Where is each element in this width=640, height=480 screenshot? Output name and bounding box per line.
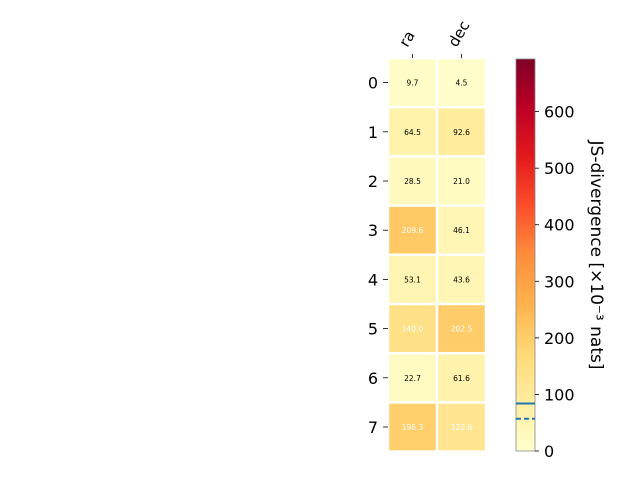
column-label-ra: ra bbox=[395, 28, 418, 50]
row-label-3: 3 bbox=[368, 221, 378, 240]
cell-value-label: 28.5 bbox=[404, 177, 421, 186]
heatmap-cell-dec-7 bbox=[438, 403, 485, 451]
heatmap-cell-ra-0 bbox=[389, 59, 436, 106]
colorbar-tick-label: 0 bbox=[544, 442, 554, 461]
cell-value-label: 9.7 bbox=[407, 79, 419, 88]
colorbar-tick-label: 500 bbox=[544, 159, 575, 178]
colorbar-tick-label: 100 bbox=[544, 385, 575, 404]
colorbar-gradient bbox=[515, 58, 536, 452]
heatmap-cell-ra-3 bbox=[389, 206, 436, 254]
cell-value-label: 61.6 bbox=[453, 374, 470, 383]
heatmap-cell-dec-4 bbox=[438, 256, 485, 303]
column-label-dec: dec bbox=[444, 18, 473, 50]
heatmap-cell-dec-2 bbox=[438, 157, 485, 205]
heatmap-cell-ra-1 bbox=[389, 108, 436, 156]
heatmap-cell-dec-0 bbox=[438, 59, 485, 106]
row-label-7: 7 bbox=[368, 418, 378, 437]
row-labels: 0 1 2 3 4 5 6 7 bbox=[368, 74, 388, 437]
heatmap-cell-dec-5 bbox=[438, 305, 485, 352]
column-labels: ra dec bbox=[395, 18, 473, 58]
colorbar-ticks: 0 100 200 300 400 500 600 bbox=[535, 103, 575, 461]
cell-value-label: 92.6 bbox=[453, 128, 470, 137]
heatmap-cell-ra-7 bbox=[389, 403, 436, 451]
heatmap-cell-dec-1 bbox=[438, 108, 485, 156]
cell-value-label: 120.6 bbox=[451, 423, 473, 432]
colorbar-tick-label: 400 bbox=[544, 216, 575, 235]
cell-value-label: 43.6 bbox=[453, 275, 470, 284]
row-label-0: 0 bbox=[368, 74, 378, 93]
cell-value-label: 202.5 bbox=[451, 325, 473, 334]
cell-value-label: 46.1 bbox=[453, 226, 470, 235]
colorbar-tick-label: 200 bbox=[544, 329, 575, 348]
heatmap-cell-ra-4 bbox=[389, 256, 436, 303]
cell-value-label: 4.5 bbox=[456, 79, 468, 88]
cell-value-label: 140.0 bbox=[402, 325, 424, 334]
cell-value-label: 53.1 bbox=[404, 275, 421, 284]
colorbar: 0 100 200 300 400 500 600 JS-divergence [×10⁻³… bbox=[515, 58, 606, 461]
cell-value-label: 196.3 bbox=[402, 423, 424, 432]
heatmap-cell-dec-3 bbox=[438, 206, 485, 254]
colorbar-tick-label: 600 bbox=[544, 103, 575, 122]
row-label-5: 5 bbox=[368, 320, 378, 339]
row-label-1: 1 bbox=[368, 123, 378, 142]
row-label-4: 4 bbox=[368, 270, 378, 289]
row-label-2: 2 bbox=[368, 172, 378, 191]
colorbar-label: JS-divergence [×10⁻³ nats] bbox=[586, 140, 606, 370]
heatmap-cell-ra-5 bbox=[389, 305, 436, 352]
heatmap-cell-ra-6 bbox=[389, 354, 436, 402]
colorbar-tick-label: 300 bbox=[544, 272, 575, 291]
cell-value-label: 21.0 bbox=[453, 177, 470, 186]
cell-value-label: 209.6 bbox=[402, 226, 424, 235]
heatmap-cell-ra-2 bbox=[389, 157, 436, 205]
row-label-6: 6 bbox=[368, 369, 378, 388]
cell-value-label: 64.5 bbox=[404, 128, 421, 137]
cell-value-label: 22.7 bbox=[404, 374, 421, 383]
colorbar-reference-lines bbox=[516, 402, 535, 420]
heatmap-cell-dec-6 bbox=[438, 354, 485, 402]
heatmap-cells: 9.7 4.5 64.5 92.6 28.5 21.0 209.6 46.1 53.1 43.6 1… bbox=[389, 59, 485, 451]
